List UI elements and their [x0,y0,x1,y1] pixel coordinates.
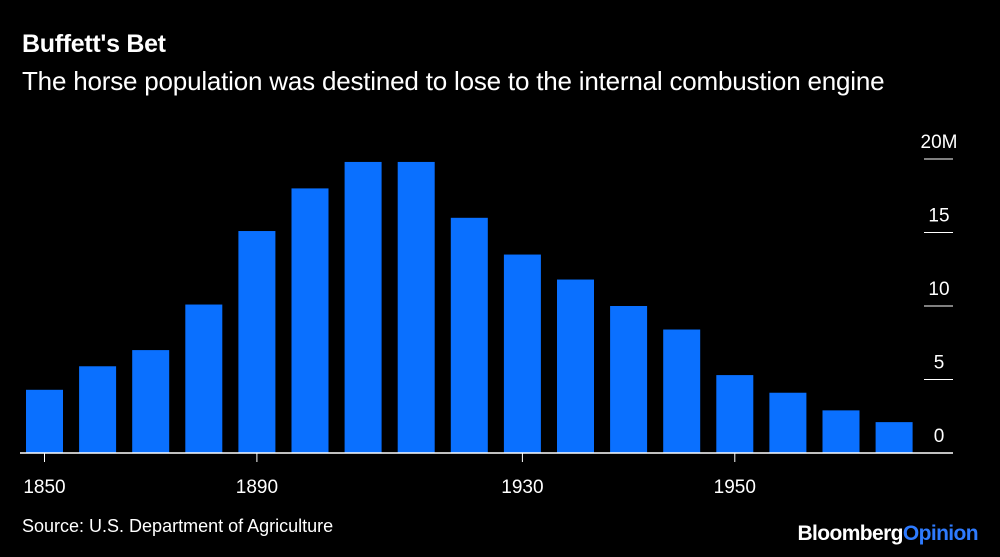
bar-1940 [503,254,541,453]
bar-1950 [557,279,594,453]
chart-title: Buffett's Bet [22,30,166,58]
x-tick-label: 1850 [23,477,65,498]
y-tick-label: 0 [934,426,945,447]
bar-1870 [132,350,170,453]
y-tick-label: 5 [934,353,945,374]
logo-brand: Bloomberg [797,522,903,545]
bar-2000 [822,410,860,453]
chart-subtitle: The horse population was destined to los… [22,66,885,96]
y-tick-label: 15 [928,206,949,227]
x-tick-label: 1930 [501,477,543,498]
bar-1890 [238,231,276,453]
bar-1990 [769,392,807,453]
source-note: Source: U.S. Department of Agriculture [22,516,334,536]
x-tick-label: 1950 [714,477,756,498]
logo-opinion: Opinion [902,522,979,545]
bar-1880 [185,304,223,453]
y-tick-label: 10 [928,279,949,300]
bar-1980 [716,375,754,453]
bar-1930 [450,217,488,453]
bar-1960 [610,306,648,453]
bloomberg-opinion-logo: BloombergOpinion [797,522,978,546]
bar-1850 [26,389,63,453]
bar-2010 [875,422,913,453]
bar-1920 [397,161,435,453]
bar-1910 [344,161,382,453]
bar-1900 [291,188,329,453]
bar-1860 [79,366,117,453]
y-tick-label: 20M [921,132,958,153]
x-tick-label: 1890 [236,477,278,498]
bar-1970 [663,329,701,453]
